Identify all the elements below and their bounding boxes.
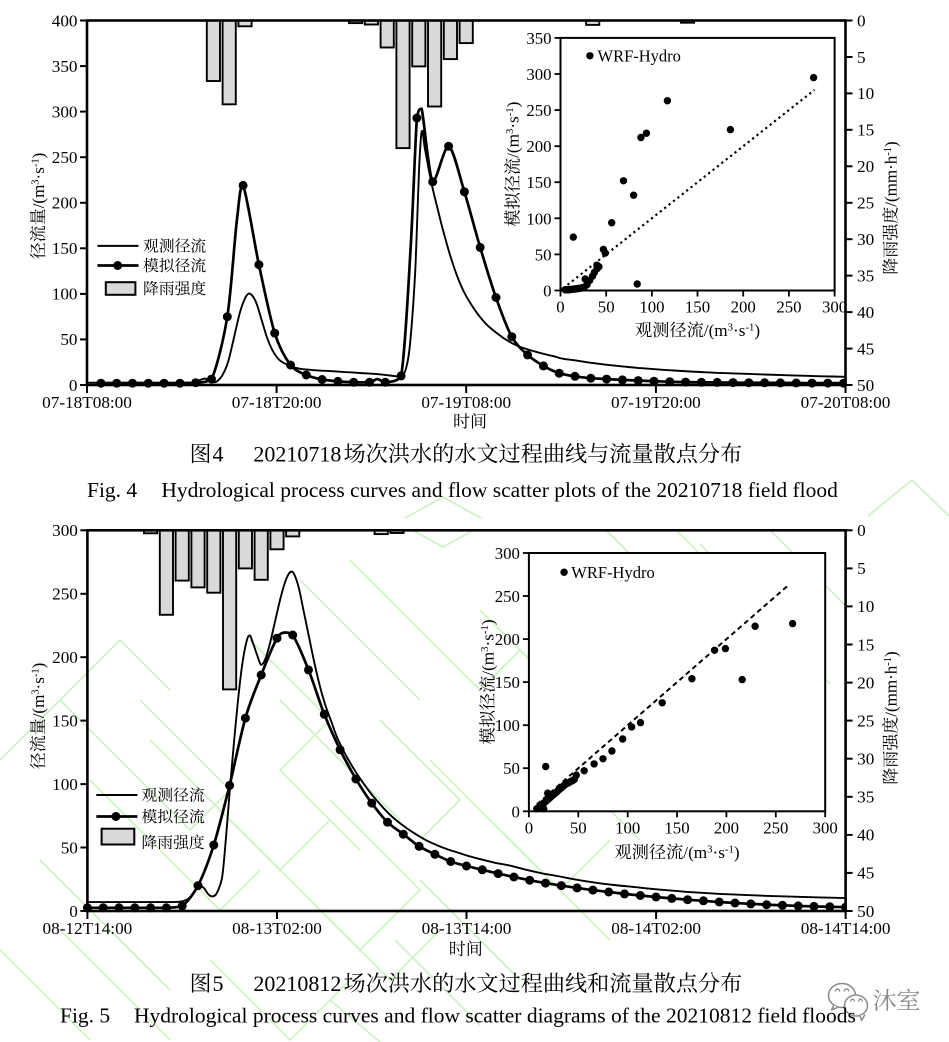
svg-text:50: 50 <box>61 838 78 857</box>
svg-text:10: 10 <box>857 84 874 103</box>
svg-text:40: 40 <box>857 826 874 845</box>
svg-text:250: 250 <box>526 101 551 120</box>
svg-text:5: 5 <box>857 559 866 578</box>
svg-text:/(mm·h-1): /(mm·h-1) <box>882 651 901 716</box>
svg-text:Hydrological process curves an: Hydrological process curves and flow sca… <box>161 478 838 502</box>
svg-text:40: 40 <box>857 303 874 322</box>
svg-text:300: 300 <box>52 521 78 540</box>
svg-text:250: 250 <box>763 818 788 837</box>
svg-text:Fig. 5: Fig. 5 <box>60 1004 110 1028</box>
svg-text:250: 250 <box>52 585 78 604</box>
svg-text:20: 20 <box>857 157 874 176</box>
svg-text:200: 200 <box>714 818 739 837</box>
svg-text:35: 35 <box>857 788 874 807</box>
svg-text:150: 150 <box>495 673 520 692</box>
svg-text:100: 100 <box>526 209 551 228</box>
svg-text:300: 300 <box>822 298 847 317</box>
svg-text:150: 150 <box>664 818 689 837</box>
svg-text:150: 150 <box>52 711 78 730</box>
svg-text:50: 50 <box>60 330 77 349</box>
svg-text:400: 400 <box>52 11 78 30</box>
svg-text:50: 50 <box>857 902 874 921</box>
svg-text:07-20T08:00: 07-20T08:00 <box>801 393 891 412</box>
svg-text:150: 150 <box>526 173 551 192</box>
svg-text:0: 0 <box>69 376 78 395</box>
svg-text:250: 250 <box>52 148 78 167</box>
svg-text:50: 50 <box>535 245 552 264</box>
svg-text:50: 50 <box>570 818 587 837</box>
svg-text:100: 100 <box>639 298 664 317</box>
svg-text:35: 35 <box>857 266 874 285</box>
svg-text:150: 150 <box>52 239 78 258</box>
svg-text:20: 20 <box>857 673 874 692</box>
svg-text:07-19T08:00: 07-19T08:00 <box>421 393 511 412</box>
svg-text:300: 300 <box>813 818 838 837</box>
svg-text:10: 10 <box>857 597 874 616</box>
svg-text:350: 350 <box>526 29 551 48</box>
svg-text:07-18T08:00: 07-18T08:00 <box>42 393 132 412</box>
svg-text:0: 0 <box>857 521 866 540</box>
svg-text:200: 200 <box>52 194 78 213</box>
svg-text:/(mm·h-1): /(mm·h-1) <box>882 141 901 206</box>
svg-text:200: 200 <box>52 648 78 667</box>
svg-text:Hydrological process curves an: Hydrological process curves and flow sca… <box>134 1004 856 1028</box>
svg-text:100: 100 <box>52 775 78 794</box>
svg-text:0: 0 <box>512 802 520 821</box>
svg-text:15: 15 <box>857 635 874 654</box>
svg-text:45: 45 <box>857 339 874 358</box>
svg-text:250: 250 <box>776 298 801 317</box>
svg-text:Fig. 4: Fig. 4 <box>87 478 137 502</box>
svg-text:350: 350 <box>52 57 78 76</box>
svg-text:300: 300 <box>52 102 78 121</box>
svg-text:WRF-Hydro: WRF-Hydro <box>598 47 681 66</box>
svg-text:08-12T14:00: 08-12T14:00 <box>43 919 133 938</box>
svg-text:0: 0 <box>525 818 533 837</box>
svg-text:50: 50 <box>857 376 874 395</box>
svg-text:0: 0 <box>543 282 551 301</box>
svg-text:30: 30 <box>857 750 874 769</box>
svg-text:200: 200 <box>495 630 520 649</box>
svg-text:/(m3·s-1): /(m3·s-1) <box>29 153 48 209</box>
svg-text:20210812: 20210812 <box>253 971 341 996</box>
svg-text:300: 300 <box>526 65 551 84</box>
svg-text:50: 50 <box>598 298 615 317</box>
svg-text:100: 100 <box>615 818 640 837</box>
svg-text:WRF-Hydro: WRF-Hydro <box>571 563 654 582</box>
svg-text:300: 300 <box>495 544 520 563</box>
svg-text:50: 50 <box>503 759 520 778</box>
svg-text:100: 100 <box>52 285 78 304</box>
svg-text:07-18T20:00: 07-18T20:00 <box>232 393 322 412</box>
svg-text:08-14T02:00: 08-14T02:00 <box>611 919 701 938</box>
svg-text:25: 25 <box>857 711 874 730</box>
svg-text:07-19T20:00: 07-19T20:00 <box>611 393 701 412</box>
svg-text:0: 0 <box>69 902 78 921</box>
svg-text:150: 150 <box>685 298 710 317</box>
svg-text:0: 0 <box>556 298 564 317</box>
svg-text:15: 15 <box>857 121 874 140</box>
svg-text:08-13T02:00: 08-13T02:00 <box>232 919 322 938</box>
svg-text:200: 200 <box>731 298 756 317</box>
svg-text:30: 30 <box>857 230 874 249</box>
svg-text:08-14T14:00: 08-14T14:00 <box>801 919 891 938</box>
svg-text:5: 5 <box>857 48 866 67</box>
svg-text:4: 4 <box>213 442 224 467</box>
svg-text:25: 25 <box>857 194 874 213</box>
svg-text:45: 45 <box>857 864 874 883</box>
svg-text:200: 200 <box>526 137 551 156</box>
svg-text:08-13T14:00: 08-13T14:00 <box>422 919 512 938</box>
svg-text:100: 100 <box>495 716 520 735</box>
svg-text:0: 0 <box>857 11 866 30</box>
svg-text:250: 250 <box>495 587 520 606</box>
svg-text:20210718: 20210718 <box>253 442 341 467</box>
svg-text:5: 5 <box>213 971 224 996</box>
